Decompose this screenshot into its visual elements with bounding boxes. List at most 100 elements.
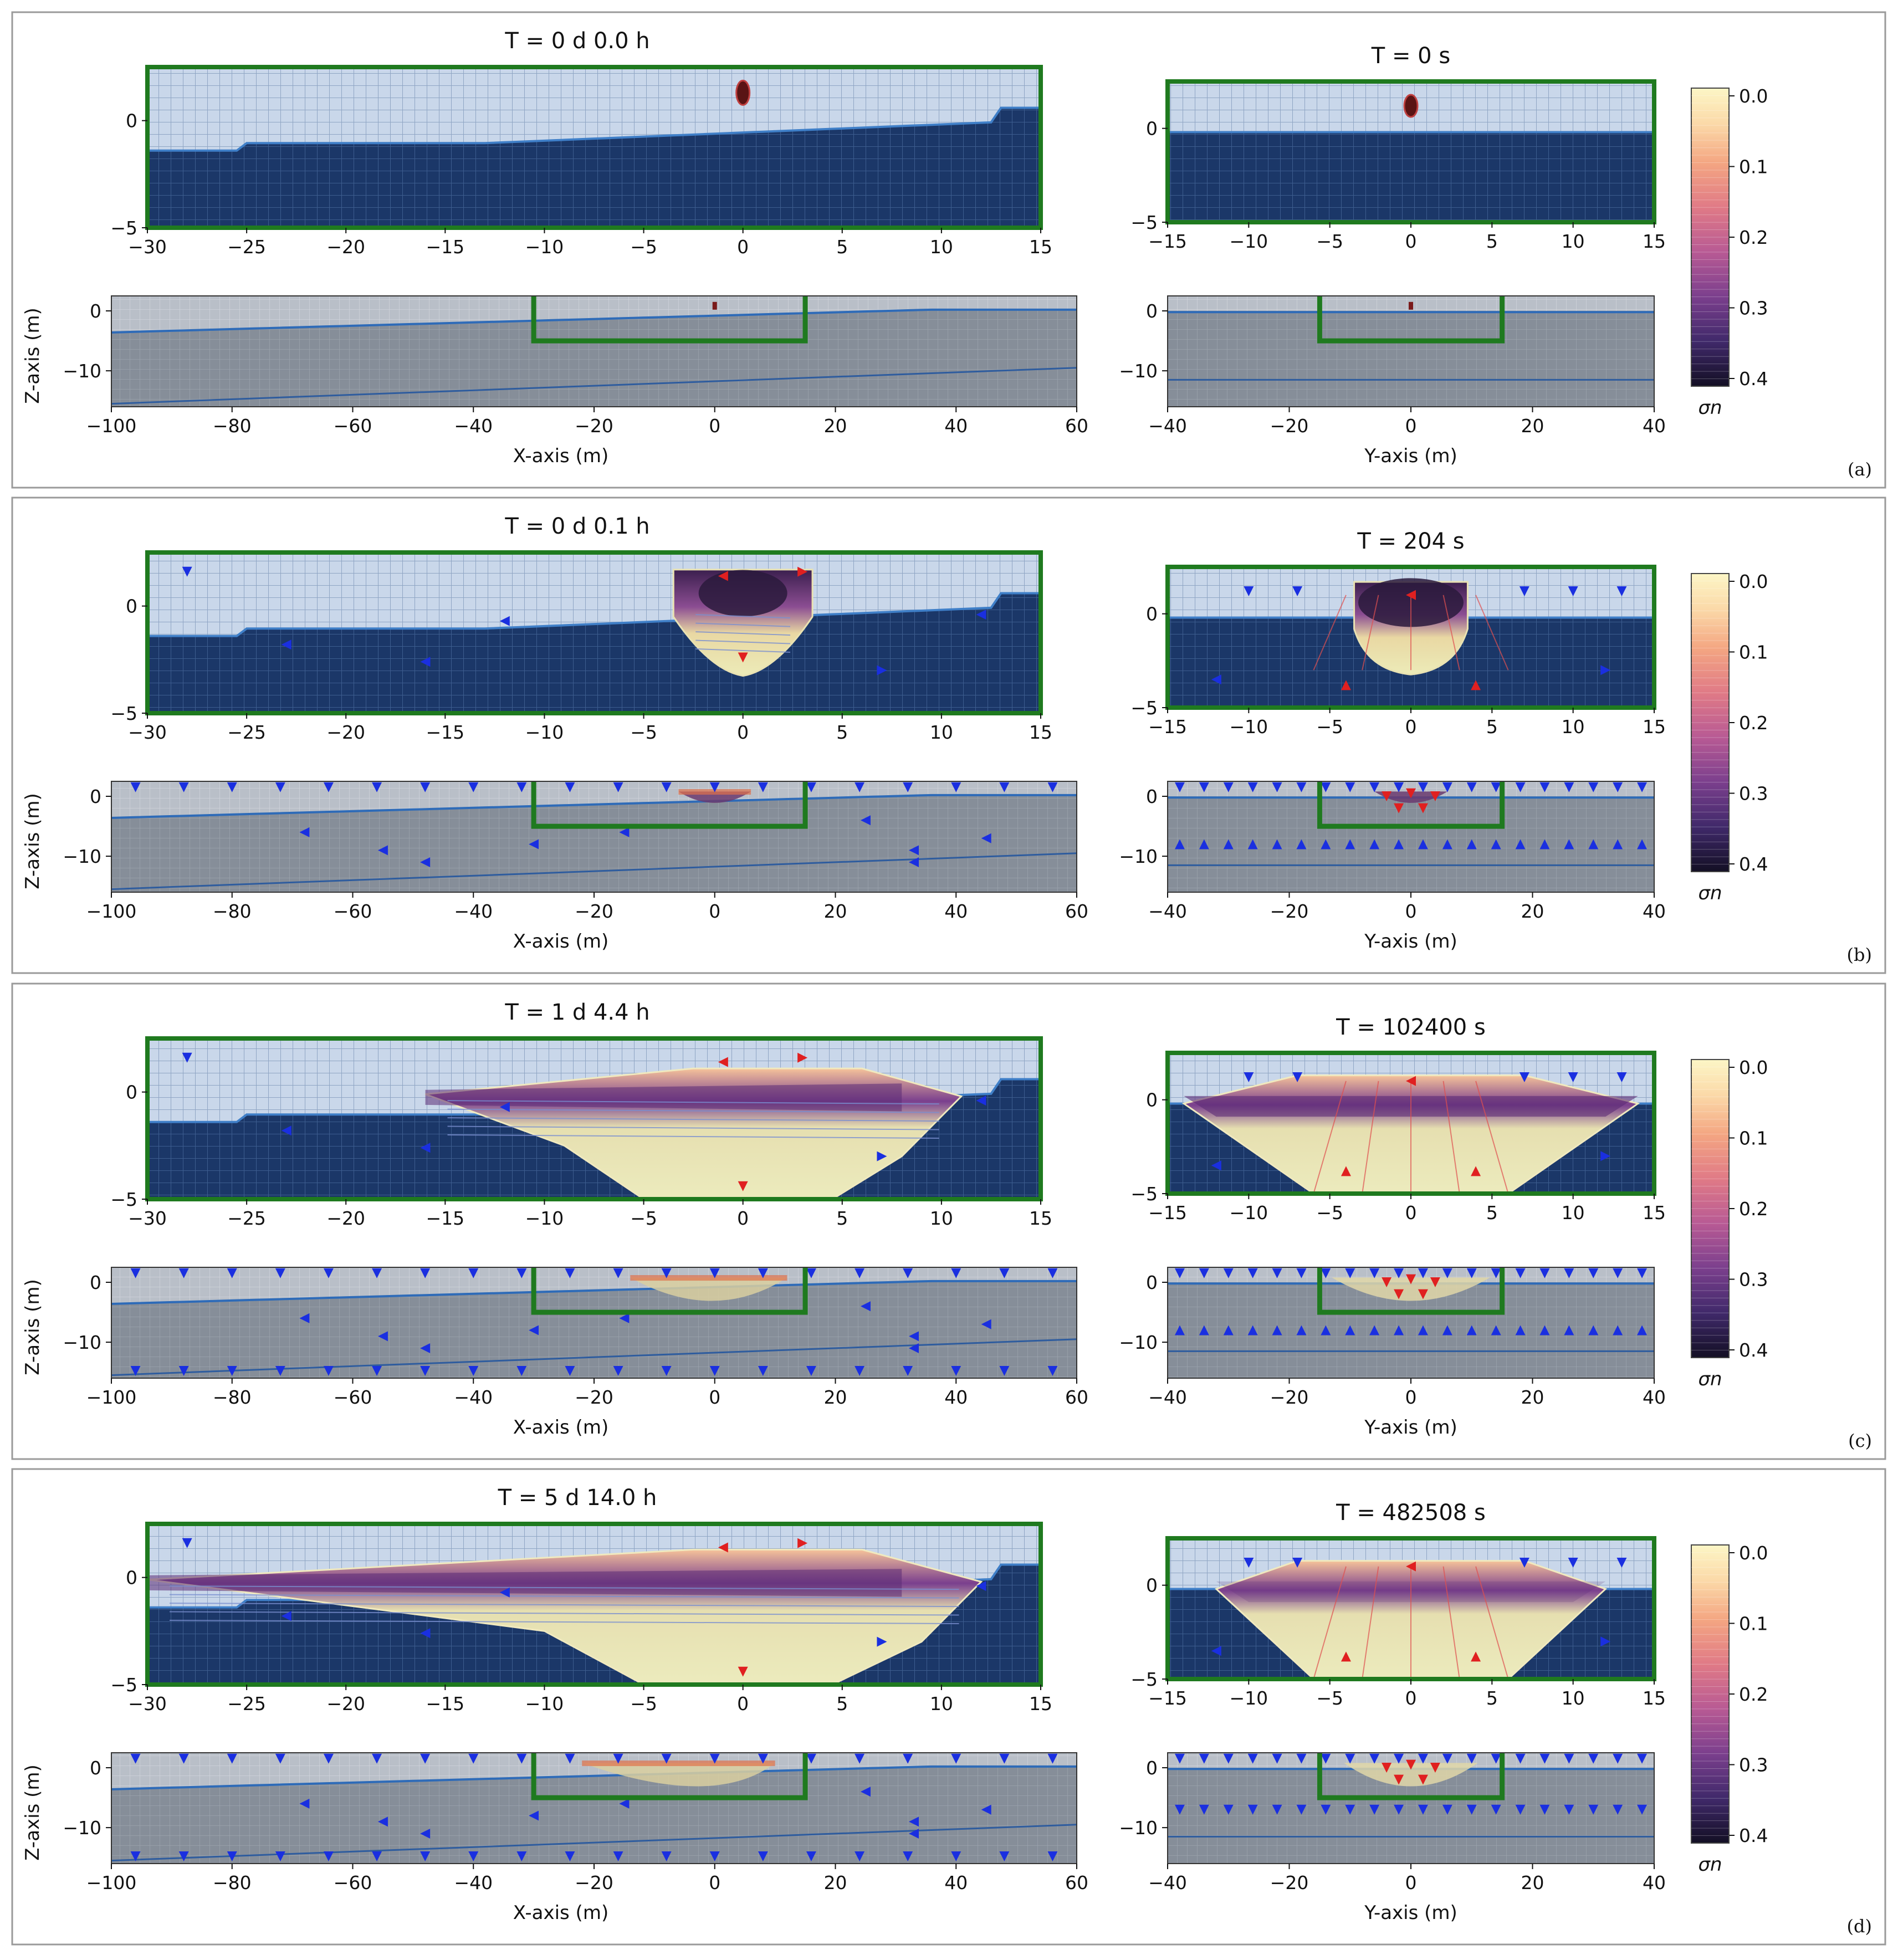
flow-arrow-blue [499, 1102, 510, 1112]
bl-xtick-label: 0 [709, 1872, 720, 1894]
flow-arrow-blue [1539, 1268, 1550, 1278]
flow-arrow-blue [1199, 839, 1209, 849]
flow-arrow-blue [1369, 1804, 1380, 1815]
contour-line [695, 631, 791, 636]
flow-arrow-blue [1539, 839, 1550, 849]
flow-arrow-blue [1613, 1268, 1623, 1278]
tr-ztick-label: −5 [1130, 1183, 1158, 1205]
flow-arrow-blue [1244, 1558, 1254, 1568]
flow-arrow-blue [1515, 782, 1526, 792]
flow-arrow-blue [1345, 1804, 1355, 1815]
tr-xtick-label: 5 [1486, 716, 1498, 738]
saturated-region [147, 593, 1041, 713]
flow-arrow-blue [1613, 1325, 1623, 1335]
tr-ztick-label: −5 [1130, 212, 1158, 233]
flow-arrow-blue [1418, 1753, 1428, 1764]
flow-arrow-blue [1466, 839, 1477, 849]
flow-arrow-blue [855, 1753, 865, 1764]
flow-arrow-blue [903, 782, 913, 792]
domain-boundary [145, 1036, 1043, 1201]
contour-line [447, 1125, 939, 1130]
br-xtick-label: −20 [1270, 900, 1309, 922]
flow-arrow-blue [227, 782, 237, 792]
contour-line [169, 1603, 959, 1608]
flow-arrow-blue [909, 1816, 919, 1827]
flow-arrow-blue [420, 657, 431, 667]
colorbar-tick-label: 0.3 [1739, 298, 1768, 319]
tl-xtick-label: 0 [737, 236, 749, 258]
flow-arrow-blue [1613, 839, 1623, 849]
flow-arrow-red [1394, 1774, 1404, 1785]
flow-arrow-blue [1564, 782, 1574, 792]
flow-arrow-blue [1047, 1851, 1058, 1862]
tl-xtick-label: −15 [426, 1207, 465, 1229]
flow-arrow-blue [1272, 1325, 1282, 1335]
plume-region-far [1332, 1277, 1490, 1301]
br-xtick-label: 40 [1643, 1386, 1666, 1408]
colorbar-label: σn [1698, 397, 1722, 419]
colorbar-tick-label: 0.0 [1739, 571, 1768, 592]
bl-xtick-label: −80 [213, 1872, 252, 1894]
source-marker [1403, 94, 1419, 118]
unsaturated-region [111, 296, 1077, 332]
bl-xtick-label: −80 [213, 1386, 252, 1408]
tl-xtick-label: 10 [930, 1693, 953, 1715]
flow-arrow-blue [1442, 1268, 1452, 1278]
water-table-line [111, 1765, 1077, 1790]
flow-arrow-blue [1394, 1804, 1404, 1815]
streamline [1442, 595, 1460, 671]
flow-arrow-blue [1564, 1804, 1574, 1815]
x-axis-label: X-axis (m) [513, 930, 608, 953]
flow-arrow-blue [1519, 586, 1529, 597]
streamline [1362, 1081, 1379, 1194]
streamline [1313, 595, 1347, 671]
colorbar-tick-label: 0.0 [1739, 1542, 1768, 1564]
tr-xtick-label: 5 [1486, 1202, 1498, 1224]
flow-arrow-blue [468, 1268, 479, 1278]
flow-arrow-blue [372, 1851, 382, 1862]
flow-arrow-blue [1519, 1072, 1529, 1083]
colorbar-tick-label: 0.1 [1739, 1613, 1768, 1635]
flow-arrow-blue [976, 610, 986, 620]
flow-arrow-blue [227, 1851, 237, 1862]
flow-arrow-blue [1539, 1325, 1550, 1335]
panel-tag: (c) [1848, 1430, 1872, 1451]
flow-arrow-blue [372, 782, 382, 792]
z-axis-label: Z-axis (m) [22, 1279, 44, 1375]
colorbar: 0.0 0.1 0.2 0.3 0.4 σn [1691, 1542, 1768, 1876]
bl-xtick-label: 20 [824, 1872, 847, 1894]
layer-boundary [111, 367, 1077, 405]
tr-xtick-label: 15 [1643, 716, 1666, 738]
flow-arrow-blue [178, 1268, 189, 1278]
flow-arrow-blue [1369, 1268, 1380, 1278]
axes-top-left: −30 −25 −20 −15 −10 −5 0 5 10 15 0 −5 T = 0 d 0.1 h [110, 514, 1052, 743]
tr-xtick-label: −5 [1316, 1687, 1343, 1709]
tl-xtick-label: −10 [525, 1693, 564, 1715]
panel-title-right: T = 0 s [1371, 43, 1450, 69]
tr-xtick-label: −10 [1230, 1687, 1268, 1709]
flow-arrow-blue [468, 1366, 479, 1376]
flow-arrow-blue [661, 782, 672, 792]
tr-ztick-label: 0 [1146, 1089, 1158, 1111]
flow-arrow-blue [758, 1268, 768, 1278]
flow-arrow-blue [565, 1268, 575, 1278]
bl-ztick-label: −10 [63, 1332, 101, 1353]
tl-xtick-label: −5 [630, 1693, 657, 1715]
flow-arrow-blue [806, 1851, 816, 1862]
flow-arrow-blue [661, 1753, 672, 1764]
bl-xtick-label: −60 [334, 1872, 372, 1894]
flow-arrow-blue [1047, 1268, 1058, 1278]
flow-arrow-blue [1199, 782, 1209, 792]
tr-xtick-label: 0 [1405, 1202, 1417, 1224]
water-table-line [111, 794, 1077, 819]
colorbar-tick-label: 0.2 [1739, 712, 1768, 734]
flow-arrow-blue [299, 827, 310, 837]
subdomain-outline [531, 1753, 808, 1800]
bl-xtick-label: −100 [86, 415, 137, 437]
flow-arrow-blue [182, 566, 192, 577]
flow-arrow-blue [1564, 1753, 1574, 1764]
flow-arrow-blue [516, 1851, 527, 1862]
bl-xtick-label: 60 [1065, 415, 1088, 437]
br-ztick-label: −10 [1119, 1332, 1158, 1353]
